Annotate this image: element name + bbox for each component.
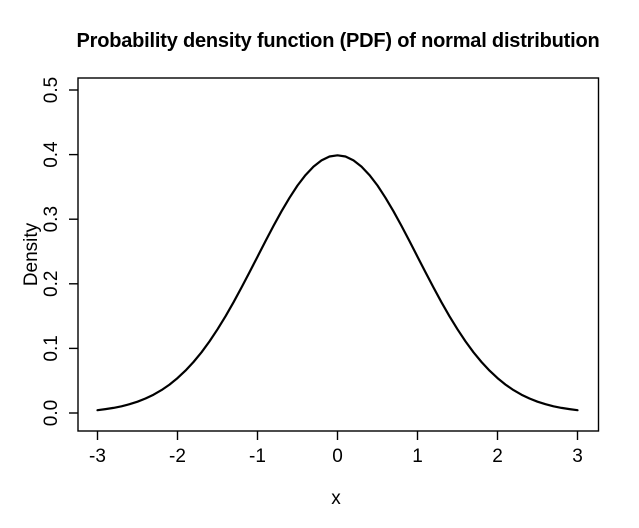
plot-box: [77, 77, 600, 432]
y-tick-label: 0.2: [41, 271, 62, 297]
chart-title: Probability density function (PDF) of no…: [76, 30, 599, 52]
x-tick-label: -3: [89, 446, 106, 467]
x-tick-label: -2: [169, 446, 186, 467]
x-axis-label: x: [331, 488, 341, 509]
y-tick-label: 0.1: [41, 335, 62, 361]
x-tick-label: -1: [249, 446, 266, 467]
y-axis-label: Density: [21, 222, 42, 286]
x-tick-label: 3: [572, 446, 583, 467]
y-tick-label: 0.5: [41, 77, 62, 103]
density-curve: [96, 154, 579, 412]
x-axis: -3 -2 -1 0 1 2 3: [89, 431, 583, 467]
y-tick-label: 0.4: [41, 141, 62, 168]
x-tick-label: 2: [492, 446, 503, 467]
x-tick-label: 0: [332, 446, 343, 467]
y-tick-label: 0.0: [41, 400, 62, 426]
y-tick-label: 0.3: [41, 206, 62, 232]
y-axis: 0.0 0.1 0.2 0.3 0.4 0.5: [41, 77, 78, 426]
x-tick-label: 1: [412, 446, 423, 467]
